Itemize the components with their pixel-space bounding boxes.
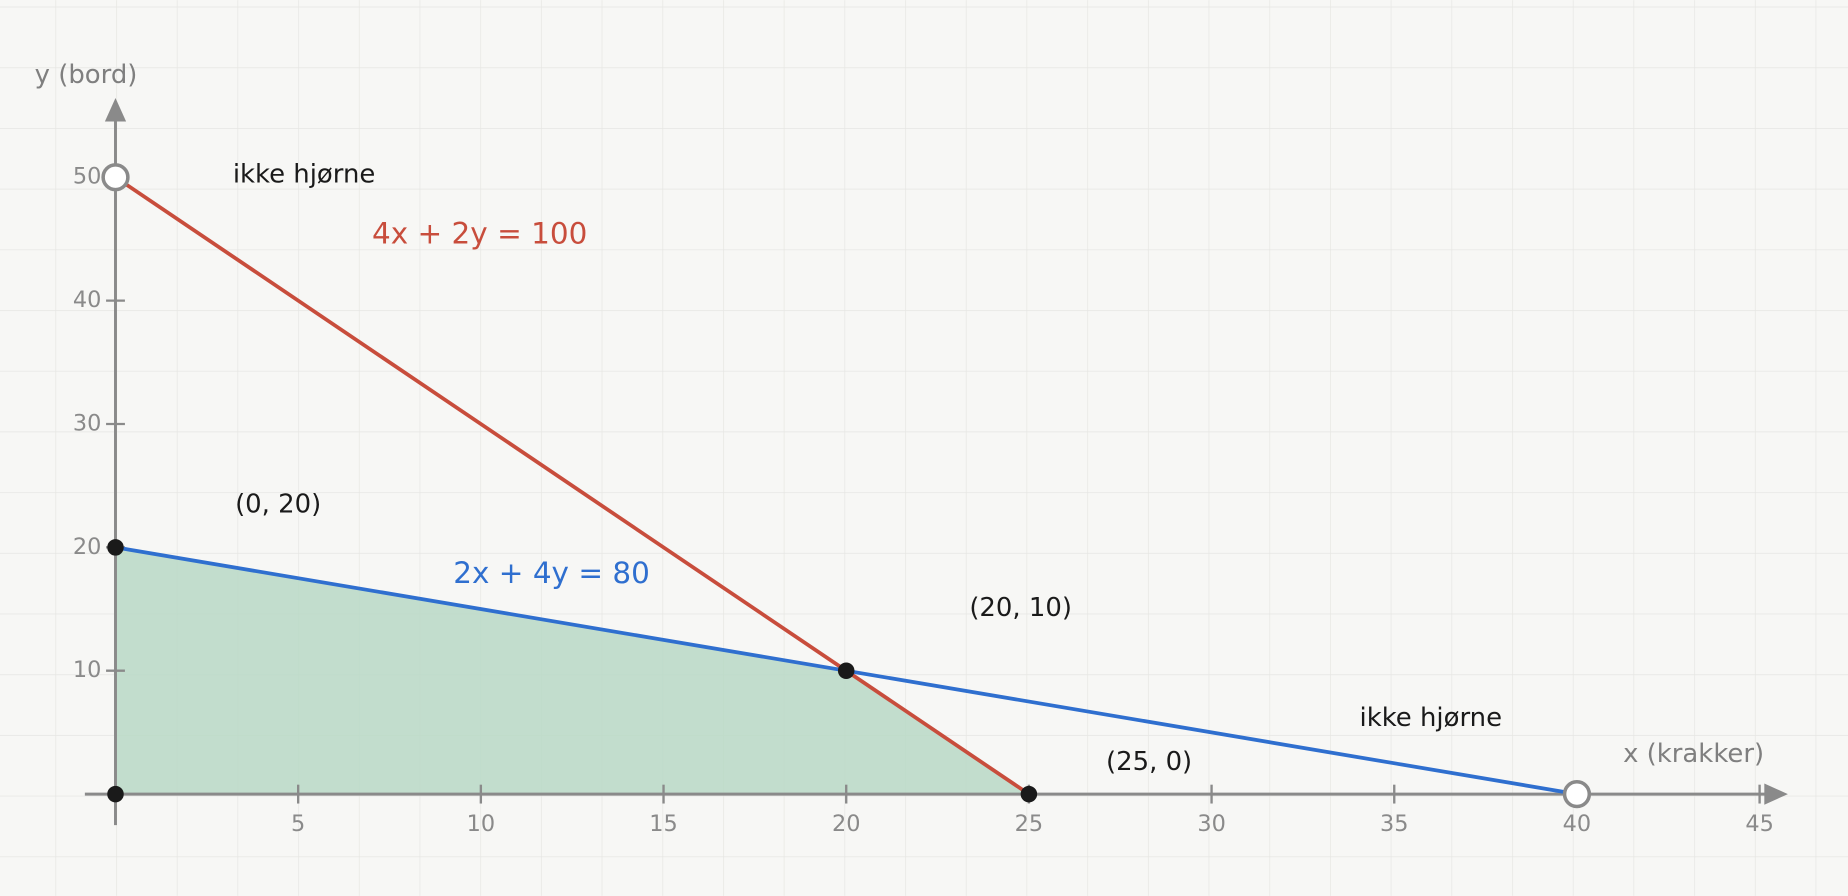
y-axis-arrow	[104, 97, 127, 122]
open-point	[101, 163, 130, 192]
y-tick-label: 40	[73, 287, 101, 313]
open-point	[1562, 779, 1592, 809]
y-tick-label: 50	[73, 164, 101, 190]
point-label: (20, 10)	[969, 593, 1072, 623]
x-tick-label: 20	[832, 811, 860, 837]
x-tick-label: 35	[1380, 811, 1408, 837]
x-axis-label: x (krakker)	[1623, 739, 1764, 769]
line-label: 2x + 4y = 80	[453, 556, 650, 590]
x-tick-label: 10	[467, 811, 495, 837]
corner-point	[1020, 785, 1038, 803]
x-axis-arrow	[1764, 783, 1788, 805]
line-label: 4x + 2y = 100	[372, 217, 587, 251]
corner-point	[107, 785, 124, 803]
point-label: ikke hjørne	[233, 159, 375, 189]
constraint-line	[114, 175, 1030, 796]
x-tick-label: 45	[1745, 811, 1773, 837]
x-tick-label: 30	[1197, 811, 1225, 837]
point-label: ikke hjørne	[1360, 703, 1502, 733]
x-tick-label: 5	[291, 811, 305, 837]
y-axis-label: y (bord)	[35, 60, 138, 90]
x-tick-label: 25	[1015, 811, 1043, 837]
y-tick-label: 20	[73, 534, 101, 560]
y-tick-label: 10	[73, 657, 101, 683]
y-tick-label: 30	[73, 410, 101, 436]
feasible-region	[115, 547, 1029, 795]
point-label: (25, 0)	[1106, 747, 1192, 777]
corner-point	[837, 662, 855, 679]
x-tick-label: 40	[1563, 811, 1591, 837]
x-tick-label: 15	[649, 811, 677, 837]
point-label: (0, 20)	[235, 489, 321, 519]
corner-point	[107, 539, 124, 556]
